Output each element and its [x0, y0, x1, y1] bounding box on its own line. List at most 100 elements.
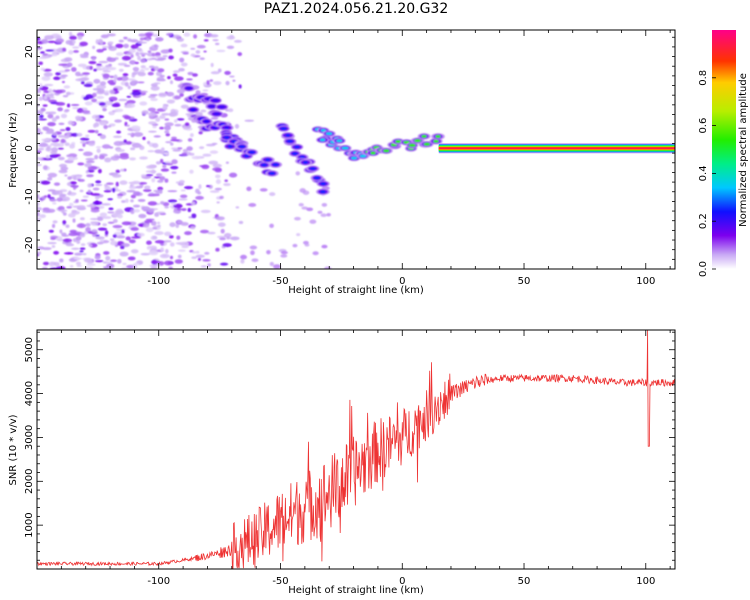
heatmap-cell [133, 209, 141, 213]
heatmap-cell [67, 176, 72, 180]
heatmap-cell [82, 195, 89, 199]
heatmap-cell [153, 176, 161, 179]
colorbar-tick-label: 0.4 [698, 165, 709, 181]
heatmap-cell [414, 139, 422, 143]
heatmap-cell [126, 189, 136, 193]
heatmap-cell [212, 39, 219, 42]
heatmap-cell [214, 168, 222, 173]
heatmap-cell [103, 251, 110, 255]
spectrogram-x-tick-label: 50 [518, 276, 531, 287]
heatmap-cell [104, 92, 109, 96]
heatmap-cell [309, 167, 317, 171]
heatmap-cell [180, 62, 188, 67]
heatmap-cell [137, 182, 148, 185]
heatmap-cell [120, 168, 125, 172]
heatmap-cell [215, 174, 221, 179]
heatmap-cell [175, 223, 180, 228]
heatmap-cell [383, 149, 390, 153]
heatmap-cell [319, 138, 326, 142]
heatmap-cell [121, 221, 132, 226]
heatmap-cell [196, 44, 206, 49]
heatmap-cell [206, 184, 211, 188]
heatmap-cell [141, 110, 149, 115]
heatmap-cell [227, 144, 233, 148]
heatmap-cell [79, 189, 84, 193]
heatmap-cell [109, 238, 115, 241]
heatmap-cell [151, 260, 161, 264]
heatmap-cell [264, 158, 271, 162]
heatmap-cell [37, 211, 40, 217]
snr-frame [36, 329, 676, 570]
heatmap-cell [133, 204, 141, 208]
heatmap-cell [121, 55, 131, 61]
heatmap-cell [58, 122, 65, 126]
heatmap-cell [210, 71, 220, 75]
heatmap-cell [266, 250, 271, 255]
heatmap-cell [96, 63, 102, 66]
heatmap-cell [64, 174, 68, 177]
heatmap-cell [80, 199, 88, 202]
heatmap-cell [203, 50, 207, 53]
heatmap-cell [76, 132, 83, 137]
heatmap-cell [238, 84, 242, 89]
heatmap-cell [40, 51, 45, 54]
heatmap-cell [198, 146, 205, 150]
heatmap-cell [187, 113, 191, 118]
heatmap-cell [294, 145, 301, 149]
heatmap-cell [105, 64, 113, 68]
heatmap-cell [139, 101, 148, 106]
heatmap-cell [175, 241, 185, 245]
heatmap-cell [43, 72, 53, 77]
heatmap-cell [102, 108, 107, 112]
heatmap-cell [71, 209, 77, 213]
heatmap-cell [180, 189, 186, 192]
heatmap-cell [105, 255, 111, 261]
heatmap-cell [268, 171, 276, 175]
heatmap-cell [106, 263, 115, 268]
heatmap-cell [203, 119, 210, 123]
heatmap-cell [147, 50, 152, 53]
heatmap-cell [176, 118, 185, 121]
heatmap-cell [142, 136, 146, 141]
heatmap-cell [223, 233, 232, 238]
heatmap-cell [155, 37, 164, 42]
heatmap-cell [165, 248, 169, 254]
heatmap-cell [86, 174, 94, 178]
heatmap-cell [66, 62, 73, 68]
heatmap-cell [223, 182, 231, 187]
heatmap-cell [135, 51, 140, 57]
heatmap-cell [197, 191, 202, 195]
heatmap-cell [92, 92, 97, 98]
spectrogram-image [37, 31, 675, 269]
heatmap-cell [226, 45, 235, 49]
heatmap-cell [157, 179, 164, 183]
heatmap-cell [295, 171, 301, 176]
heatmap-cell [81, 72, 91, 75]
heatmap-cell [110, 240, 118, 246]
heatmap-cell [298, 202, 304, 207]
heatmap-cell [58, 63, 69, 66]
heatmap-cell [53, 250, 60, 255]
heatmap-cell [148, 250, 159, 256]
heatmap-cell [174, 76, 184, 81]
heatmap-cell [251, 258, 259, 263]
heatmap-cell [170, 165, 179, 170]
heatmap-cell [106, 182, 114, 186]
heatmap-cell [152, 235, 158, 240]
heatmap-cell [341, 146, 349, 150]
heatmap-cell [96, 49, 104, 53]
heatmap-cell [83, 151, 93, 157]
heatmap-cell [138, 213, 147, 219]
heatmap-cell [155, 190, 163, 194]
heatmap-cell [69, 92, 75, 95]
heatmap-cell [435, 134, 441, 138]
heatmap-cell [45, 208, 56, 213]
heatmap-cell [38, 61, 43, 65]
heatmap-cell [159, 253, 170, 259]
heatmap-cell [119, 251, 129, 257]
heatmap-cell [156, 211, 166, 214]
heatmap-cell [83, 258, 93, 263]
heatmap-cell [79, 232, 86, 238]
heatmap-cell [246, 186, 252, 192]
heatmap-cell [95, 39, 99, 45]
